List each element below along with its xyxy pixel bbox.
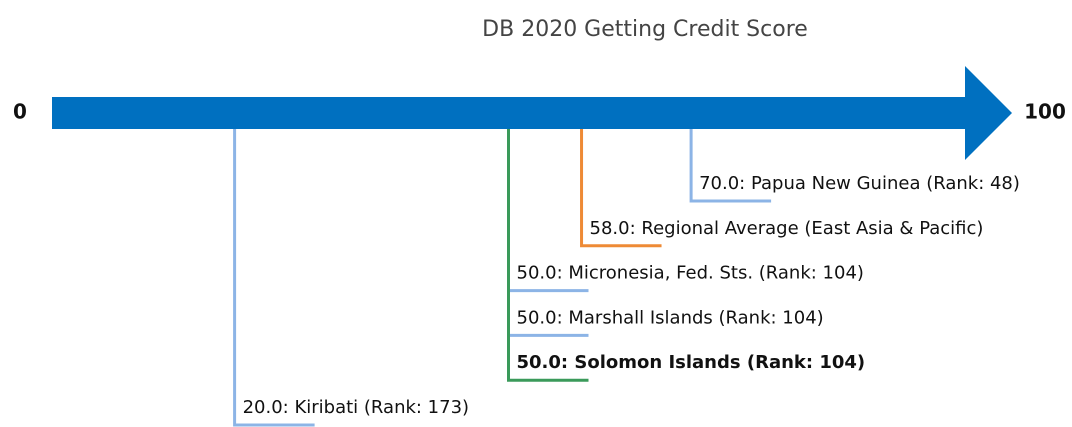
marker-line (507, 129, 589, 382)
marker-line (233, 129, 315, 427)
marker-label: 70.0: Papua New Guinea (Rank: 48) (699, 173, 1020, 194)
scale-end-label: 100 (1024, 100, 1066, 124)
marker-label: 50.0: Solomon Islands (Rank: 104) (517, 352, 866, 373)
chart-title: DB 2020 Getting Credit Score (482, 17, 808, 42)
scale-arrow (52, 66, 1012, 160)
marker-line (580, 129, 662, 248)
marker-label: 50.0: Micronesia, Fed. Sts. (Rank: 104) (517, 263, 864, 284)
marker-line (507, 129, 589, 337)
scale-end-label: 0 (13, 100, 27, 124)
marker-line (689, 129, 772, 203)
marker-label: 58.0: Regional Average (East Asia & Paci… (590, 218, 984, 239)
marker-label: 20.0: Kiribati (Rank: 173) (243, 397, 469, 418)
marker-label: 50.0: Marshall Islands (Rank: 104) (517, 307, 824, 328)
